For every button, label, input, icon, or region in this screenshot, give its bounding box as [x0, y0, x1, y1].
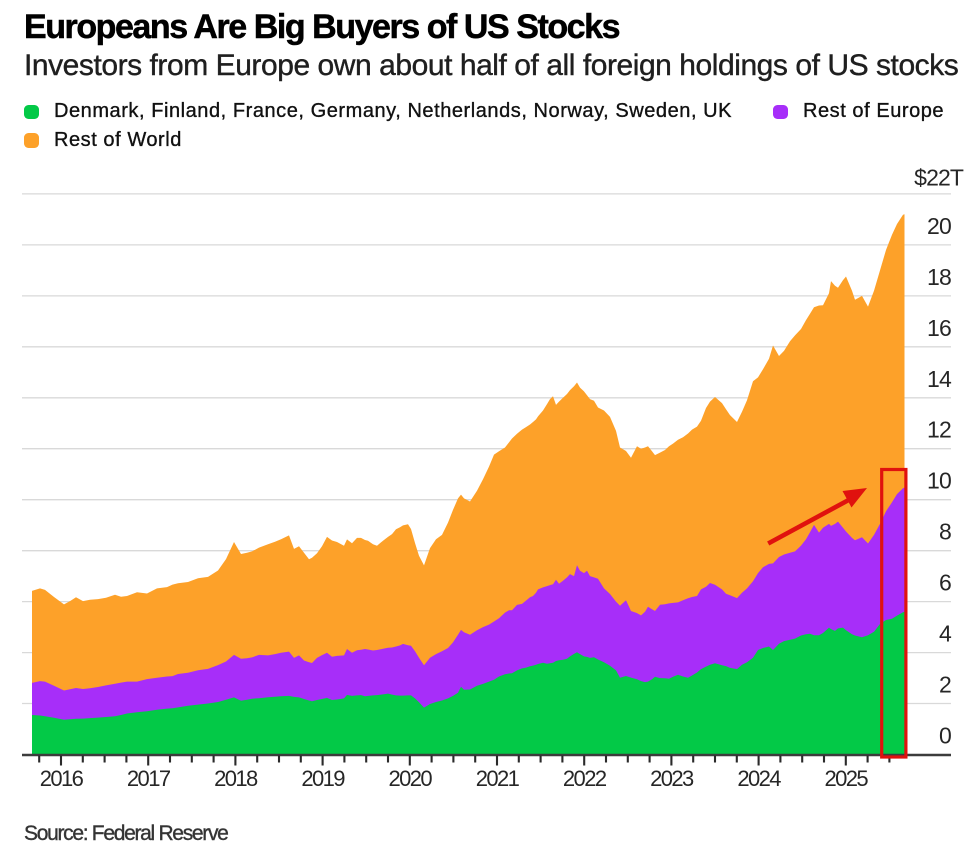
svg-text:18: 18 [927, 264, 951, 290]
svg-text:12: 12 [927, 417, 951, 443]
svg-text:2: 2 [939, 672, 951, 698]
svg-text:2020: 2020 [389, 766, 433, 791]
svg-text:0: 0 [939, 723, 951, 749]
svg-text:4: 4 [939, 621, 952, 647]
svg-text:2017: 2017 [127, 766, 171, 791]
svg-text:8: 8 [939, 519, 951, 545]
svg-text:2016: 2016 [40, 766, 84, 791]
svg-text:2022: 2022 [563, 766, 607, 791]
svg-text:2023: 2023 [650, 766, 694, 791]
svg-text:2018: 2018 [214, 766, 258, 791]
svg-text:2024: 2024 [737, 766, 781, 791]
svg-text:2021: 2021 [476, 766, 520, 791]
svg-text:2025: 2025 [825, 766, 869, 791]
svg-text:10: 10 [927, 468, 951, 494]
svg-text:$22T: $22T [914, 164, 964, 190]
svg-text:14: 14 [927, 366, 952, 392]
svg-text:6: 6 [939, 570, 951, 596]
svg-text:16: 16 [927, 315, 951, 341]
svg-text:20: 20 [927, 213, 951, 239]
svg-text:2019: 2019 [301, 766, 345, 791]
